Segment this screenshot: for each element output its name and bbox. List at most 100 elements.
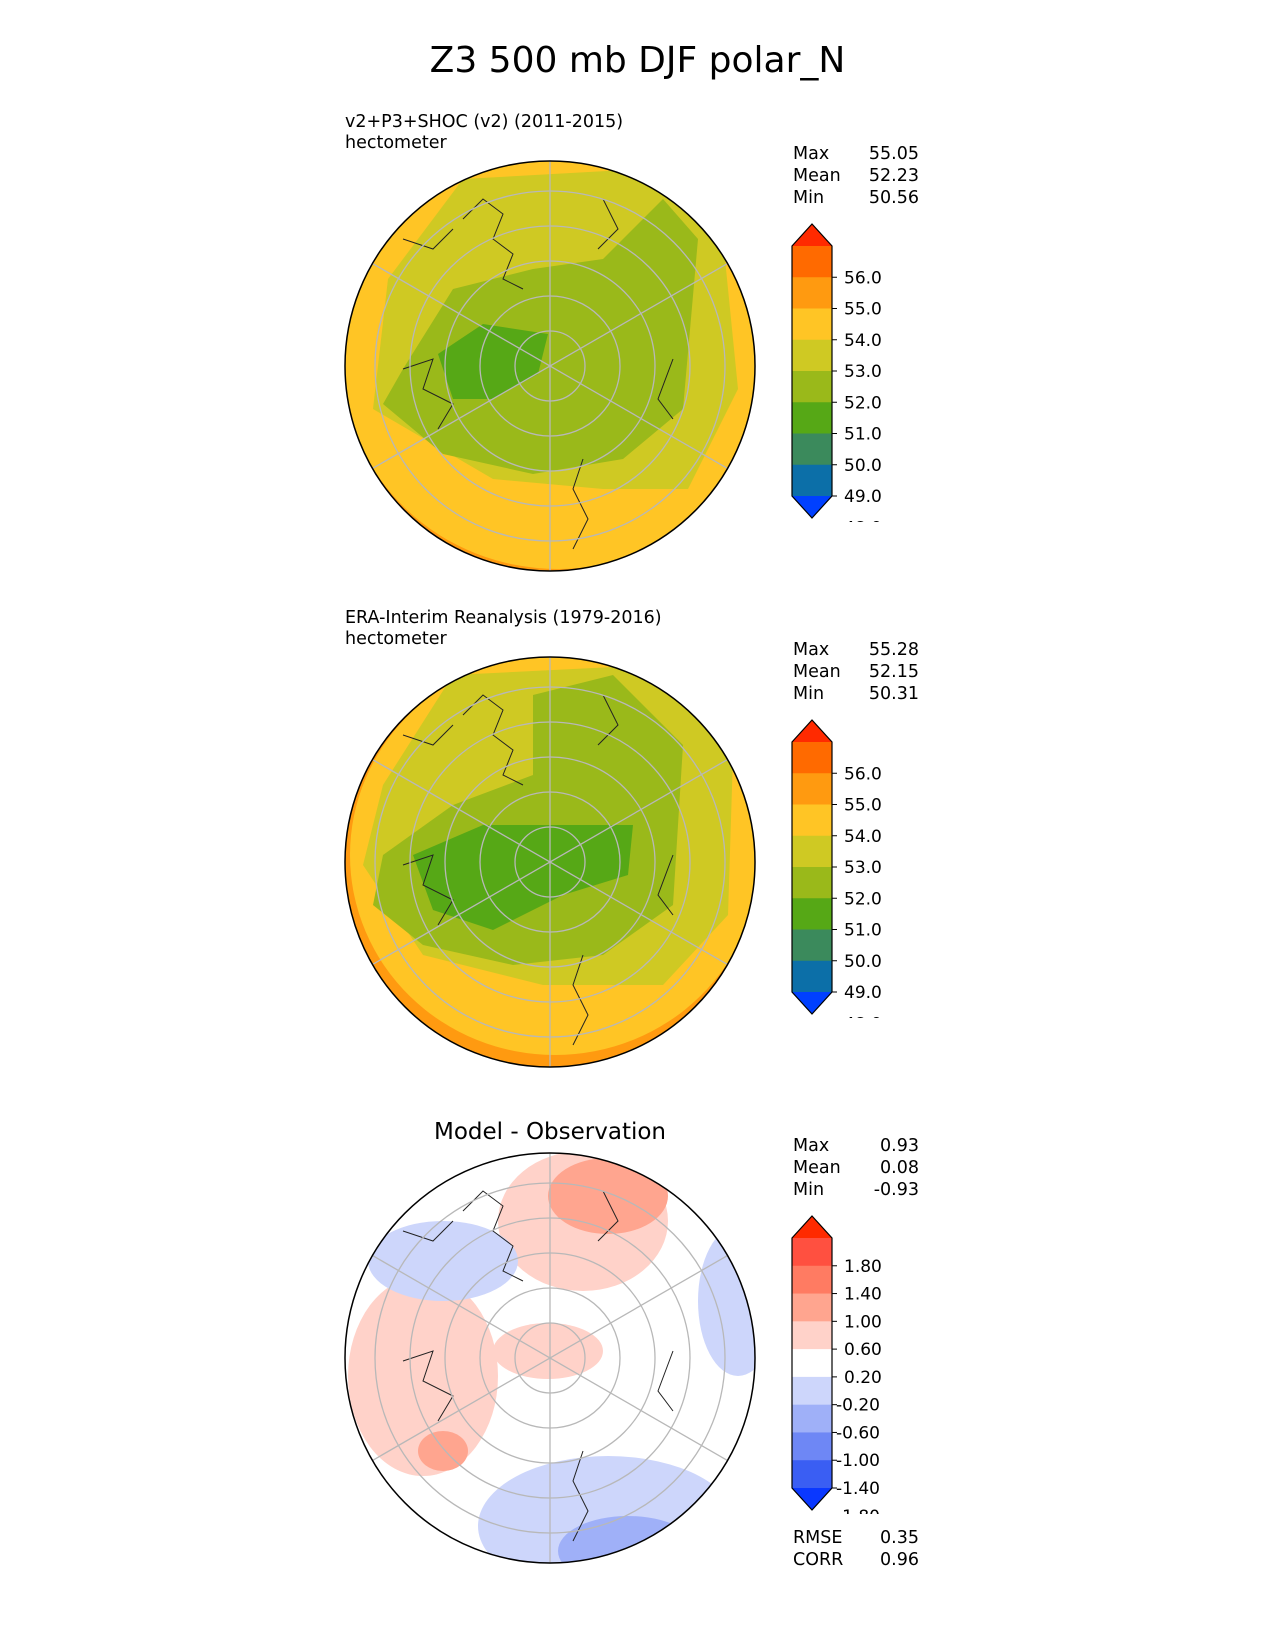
colorbar-tick-label: 54.0 (844, 331, 882, 351)
colorbar-segment (792, 898, 832, 930)
graticule (345, 161, 755, 571)
colorbar-segment (792, 720, 832, 742)
stat-mean: Mean 0.08 (793, 1158, 919, 1178)
panel-title-ref: ERA-Interim Reanalysis (1979-2016) hecto… (345, 608, 662, 650)
colorbar-diff: 1.80 1.40 1.00 0.60 0.20 -0.20 -0.60 -1.00 -1.40… (791, 1215, 882, 1514)
polar-map-diff (344, 1152, 756, 1564)
colorbar-segment (792, 308, 832, 341)
colorbar-segment (792, 246, 832, 278)
colorbar-segment (792, 1216, 832, 1238)
colorbar-tick-label: -1.40 (836, 1479, 880, 1499)
colorbar-segment (792, 402, 832, 434)
colorbar-segment (792, 867, 832, 899)
metric-corr: CORR 0.96 (793, 1550, 919, 1570)
anomaly-pos-w (348, 1276, 498, 1476)
panel-title-test: v2+P3+SHOC (v2) (2011-2015) hectometer (345, 112, 623, 154)
panel-title-line1: ERA-Interim Reanalysis (1979-2016) (345, 608, 662, 628)
anomaly-neg-nw (368, 1221, 518, 1301)
colorbar-tick-label: -1.80 (836, 1507, 880, 1514)
graticule (345, 1153, 755, 1563)
colorbar-segment (792, 929, 832, 962)
stat-max: Max 0.93 (793, 1136, 919, 1156)
colorbar-segment (792, 1376, 832, 1406)
colorbar-segment (792, 960, 832, 993)
colorbar-test: 56.0 55.0 54.0 53.0 52.0 51.0 50.0 49.0 48.0 (791, 223, 882, 522)
colorbar-segment (792, 1293, 832, 1322)
stat-max: Max 55.05 (793, 144, 919, 164)
colorbar-tick-label: -1.00 (836, 1451, 880, 1471)
figure-title: Z3 500 mb DJF polar_N (429, 40, 846, 81)
anomaly-pos-ne-core (548, 1158, 668, 1234)
colorbar-tick-label: 48.0 (844, 518, 882, 522)
stats-diff: Max 0.93 Mean 0.08 Min -0.93 (793, 1135, 919, 1201)
colorbar-tick-label: 1.40 (844, 1285, 882, 1305)
colorbar-segment (792, 464, 832, 497)
colorbar-segment (792, 1321, 832, 1350)
graticule (345, 657, 755, 1067)
panel-units: hectometer (345, 133, 447, 153)
colorbar-tick-label: 54.0 (844, 827, 882, 847)
colorbar-ref: 56.0 55.0 54.0 53.0 52.0 51.0 50.0 49.0 48.0 (791, 719, 882, 1018)
coastline (402, 1190, 674, 1542)
coastline (402, 198, 674, 550)
stat-mean: Mean 52.23 (793, 166, 919, 186)
colorbar-segment (792, 804, 832, 837)
colorbar-segment (792, 433, 832, 466)
colorbar-segment (792, 339, 832, 372)
colorbar-tick-label: 52.0 (844, 889, 882, 909)
colorbar-tick-label: 50.0 (844, 456, 882, 476)
stats-test: Max 55.05 Mean 52.23 Min 50.56 (793, 143, 919, 209)
colorbar-segment (792, 496, 832, 518)
stats-ref: Max 55.28 Mean 52.15 Min 50.31 (793, 639, 919, 705)
stat-min: Min -0.93 (793, 1180, 919, 1200)
colorbar-tick-label: 55.0 (844, 796, 882, 816)
coastline (402, 694, 674, 1046)
colorbar-tick-label: 55.0 (844, 300, 882, 320)
panel-title-line1: v2+P3+SHOC (v2) (2011-2015) (345, 112, 624, 132)
stat-mean: Mean 52.15 (793, 662, 919, 682)
colorbar-tick-label: 0.20 (844, 1368, 882, 1388)
colorbar-tick-label: 53.0 (844, 858, 882, 878)
colorbar-segment (792, 1404, 832, 1433)
colorbar-tick-label: 56.0 (844, 764, 882, 784)
metrics-diff: RMSE 0.35 CORR 0.96 (793, 1527, 919, 1571)
colorbar-segment (792, 835, 832, 868)
colorbar-segment (792, 371, 832, 403)
metric-rmse: RMSE 0.35 (793, 1528, 919, 1548)
colorbar-segment (792, 773, 832, 805)
colorbar-segment (792, 224, 832, 246)
colorbar-segment (792, 1238, 832, 1267)
colorbar-tick-label: 50.0 (844, 952, 882, 972)
colorbar-tick-label: 56.0 (844, 268, 882, 288)
colorbar-tick-label: 52.0 (844, 393, 882, 413)
colorbar-segment (792, 742, 832, 774)
colorbar-segment (792, 992, 832, 1014)
stat-max: Max 55.28 (793, 640, 919, 660)
anomaly-neg-e (698, 1226, 755, 1376)
colorbar-segment (792, 1432, 832, 1461)
colorbar-tick-label: -0.20 (836, 1396, 880, 1416)
colorbar-tick-label: 49.0 (844, 487, 882, 507)
colorbar-segment (792, 1488, 832, 1510)
colorbar-tick-label: 0.60 (844, 1340, 882, 1360)
polar-map-ref (344, 656, 756, 1068)
colorbar-segment (792, 1265, 832, 1295)
colorbar-segment (792, 277, 832, 309)
colorbar-tick-label: 51.0 (844, 425, 882, 445)
colorbar-tick-label: -0.60 (836, 1423, 880, 1443)
anomaly-pos-center (493, 1323, 603, 1379)
field-band-50 (438, 324, 548, 399)
colorbar-tick-label: 1.80 (844, 1257, 882, 1277)
colorbar-tick-label: 1.00 (844, 1312, 882, 1332)
panel-units: hectometer (345, 629, 447, 649)
colorbar-tick-label: 48.0 (844, 1014, 882, 1018)
colorbar-segment (792, 1349, 832, 1378)
colorbar-tick-label: 51.0 (844, 921, 882, 941)
stat-min: Min 50.31 (793, 684, 919, 704)
colorbar-segment (792, 1460, 832, 1489)
panel-title-diff: Model - Observation (433, 1119, 667, 1145)
colorbar-tick-label: 53.0 (844, 362, 882, 382)
colorbar-tick-label: 49.0 (844, 983, 882, 1003)
stat-min: Min 50.56 (793, 188, 919, 208)
polar-map-test (344, 160, 756, 572)
